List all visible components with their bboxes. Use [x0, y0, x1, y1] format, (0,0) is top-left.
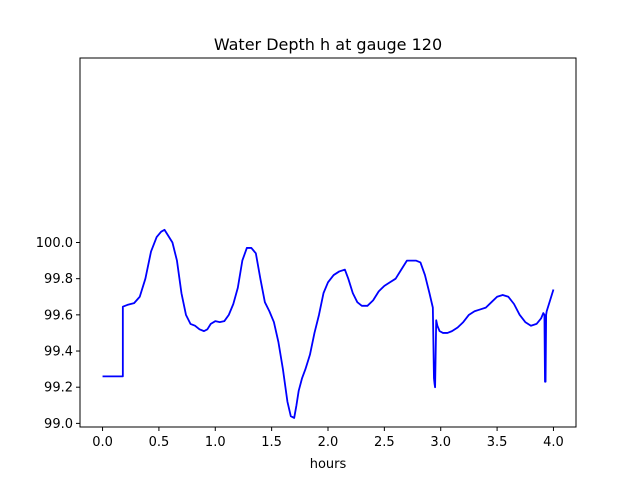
y-tick-label: 99.4: [44, 345, 73, 360]
x-axis-label: hours: [310, 457, 347, 472]
x-tick-label: 2.5: [374, 435, 395, 450]
x-tick-label: 3.0: [430, 435, 451, 450]
y-tick-label: 99.6: [44, 308, 73, 323]
x-tick-label: 1.0: [205, 435, 226, 450]
chart-title: Water Depth h at gauge 120: [214, 35, 442, 54]
y-tick-label: 99.8: [44, 272, 73, 287]
x-tick-label: 0.5: [149, 435, 170, 450]
x-tick-label: 3.5: [487, 435, 508, 450]
y-tick-label: 100.0: [36, 236, 73, 251]
x-axis-ticks: 0.0 0.5 1.0 1.5 2.0 2.5 3.0 3.5 4.0: [92, 427, 564, 450]
x-tick-label: 4.0: [543, 435, 564, 450]
y-tick-label: 99.2: [44, 381, 73, 396]
x-tick-label: 0.0: [92, 435, 113, 450]
y-tick-label: 99.0: [44, 417, 73, 432]
y-axis-ticks: 99.0 99.2 99.4 99.6 99.8 100.0: [36, 236, 80, 432]
series-line: [102, 228, 555, 419]
x-tick-label: 1.5: [261, 435, 282, 450]
x-tick-label: 2.0: [318, 435, 339, 450]
